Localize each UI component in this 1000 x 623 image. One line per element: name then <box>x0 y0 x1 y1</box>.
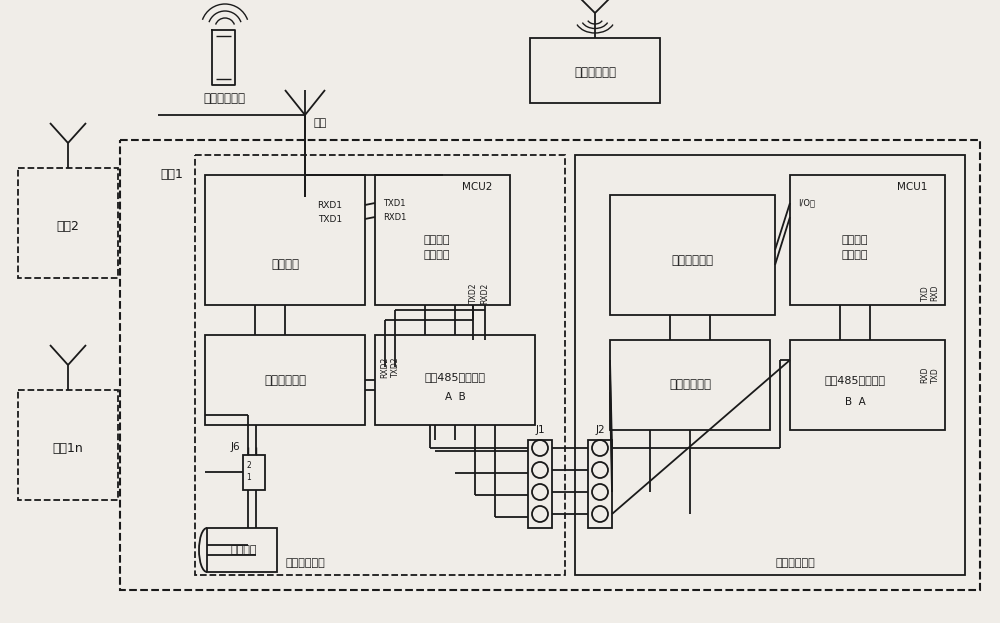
Text: MCU2: MCU2 <box>462 182 492 192</box>
Text: 1: 1 <box>247 472 251 482</box>
Text: RXD1: RXD1 <box>318 201 342 209</box>
Text: 第二电源电路: 第二电源电路 <box>264 374 306 386</box>
Text: 第一电源电路: 第一电源电路 <box>669 379 711 391</box>
Text: 处理电路: 处理电路 <box>842 250 868 260</box>
Bar <box>207 528 277 572</box>
Text: 数字编码电路: 数字编码电路 <box>671 254 713 267</box>
Text: 处理电路: 处理电路 <box>424 250 450 260</box>
Text: 数据采集模块: 数据采集模块 <box>775 558 815 568</box>
Text: 表具1: 表具1 <box>160 168 183 181</box>
Text: TXD1: TXD1 <box>383 199 406 207</box>
Text: J1: J1 <box>535 425 545 435</box>
Bar <box>528 440 552 528</box>
Bar <box>243 455 265 490</box>
Bar <box>375 175 510 305</box>
Text: B  A: B A <box>845 397 865 407</box>
Text: I/O口: I/O口 <box>798 199 815 207</box>
Text: J2: J2 <box>595 425 605 435</box>
Bar <box>375 335 535 425</box>
Text: MCU1: MCU1 <box>897 182 927 192</box>
Text: RXD2: RXD2 <box>480 282 490 303</box>
Text: TXD: TXD <box>930 367 940 383</box>
Text: 远程监控主机: 远程监控主机 <box>574 67 616 80</box>
Bar <box>610 340 770 430</box>
Bar <box>530 38 660 103</box>
Text: 天线: 天线 <box>313 118 326 128</box>
Bar <box>588 440 612 528</box>
Text: RXD2: RXD2 <box>380 356 390 378</box>
Text: 数据传输模块: 数据传输模块 <box>285 558 325 568</box>
Text: A  B: A B <box>445 392 465 402</box>
Bar <box>195 155 565 575</box>
Text: 透传模块: 透传模块 <box>271 259 299 272</box>
Text: RXD1: RXD1 <box>383 212 406 222</box>
Text: 无线终端设备: 无线终端设备 <box>203 92 245 105</box>
Text: TXD2: TXD2 <box>390 357 400 378</box>
Text: 第一信号: 第一信号 <box>842 235 868 245</box>
Text: 第二485通讯电路: 第二485通讯电路 <box>424 372 486 382</box>
Bar <box>575 155 965 575</box>
Text: J6: J6 <box>231 442 241 452</box>
Bar <box>205 335 365 425</box>
Text: TXD1: TXD1 <box>318 216 342 224</box>
Text: 第二信号: 第二信号 <box>424 235 450 245</box>
Text: 供电电源: 供电电源 <box>231 545 257 555</box>
Text: RXD: RXD <box>930 285 940 302</box>
Bar <box>790 340 945 430</box>
Text: 2: 2 <box>247 460 251 470</box>
Bar <box>205 175 365 305</box>
Text: TXD2: TXD2 <box>468 283 478 303</box>
Bar <box>18 168 118 278</box>
Text: RXD: RXD <box>920 367 930 383</box>
Text: TXD: TXD <box>920 285 930 301</box>
Bar <box>790 175 945 305</box>
Bar <box>610 195 775 315</box>
Bar <box>18 390 118 500</box>
Text: 表具1n: 表具1n <box>53 442 83 455</box>
Text: 第一485通讯电路: 第一485通讯电路 <box>824 375 886 385</box>
Bar <box>120 140 980 590</box>
Text: 表具2: 表具2 <box>57 219 79 232</box>
